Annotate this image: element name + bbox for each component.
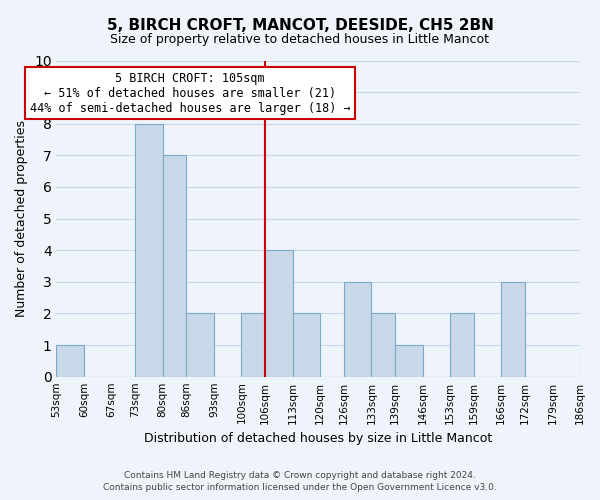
Bar — [241, 314, 265, 376]
Bar — [56, 345, 84, 376]
Bar — [293, 314, 320, 376]
Bar — [187, 314, 214, 376]
Text: Size of property relative to detached houses in Little Mancot: Size of property relative to detached ho… — [110, 32, 490, 46]
Bar — [450, 314, 474, 376]
Text: 5, BIRCH CROFT, MANCOT, DEESIDE, CH5 2BN: 5, BIRCH CROFT, MANCOT, DEESIDE, CH5 2BN — [107, 18, 493, 32]
Text: 5 BIRCH CROFT: 105sqm
← 51% of detached houses are smaller (21)
44% of semi-deta: 5 BIRCH CROFT: 105sqm ← 51% of detached … — [30, 72, 350, 114]
Bar — [580, 345, 600, 376]
X-axis label: Distribution of detached houses by size in Little Mancot: Distribution of detached houses by size … — [144, 432, 493, 445]
Bar — [395, 345, 422, 376]
Bar — [265, 250, 293, 376]
Bar — [501, 282, 525, 376]
Bar — [135, 124, 163, 376]
Bar — [163, 156, 187, 376]
Text: Contains HM Land Registry data © Crown copyright and database right 2024.
Contai: Contains HM Land Registry data © Crown c… — [103, 471, 497, 492]
Bar — [344, 282, 371, 376]
Bar — [371, 314, 395, 376]
Y-axis label: Number of detached properties: Number of detached properties — [16, 120, 28, 317]
